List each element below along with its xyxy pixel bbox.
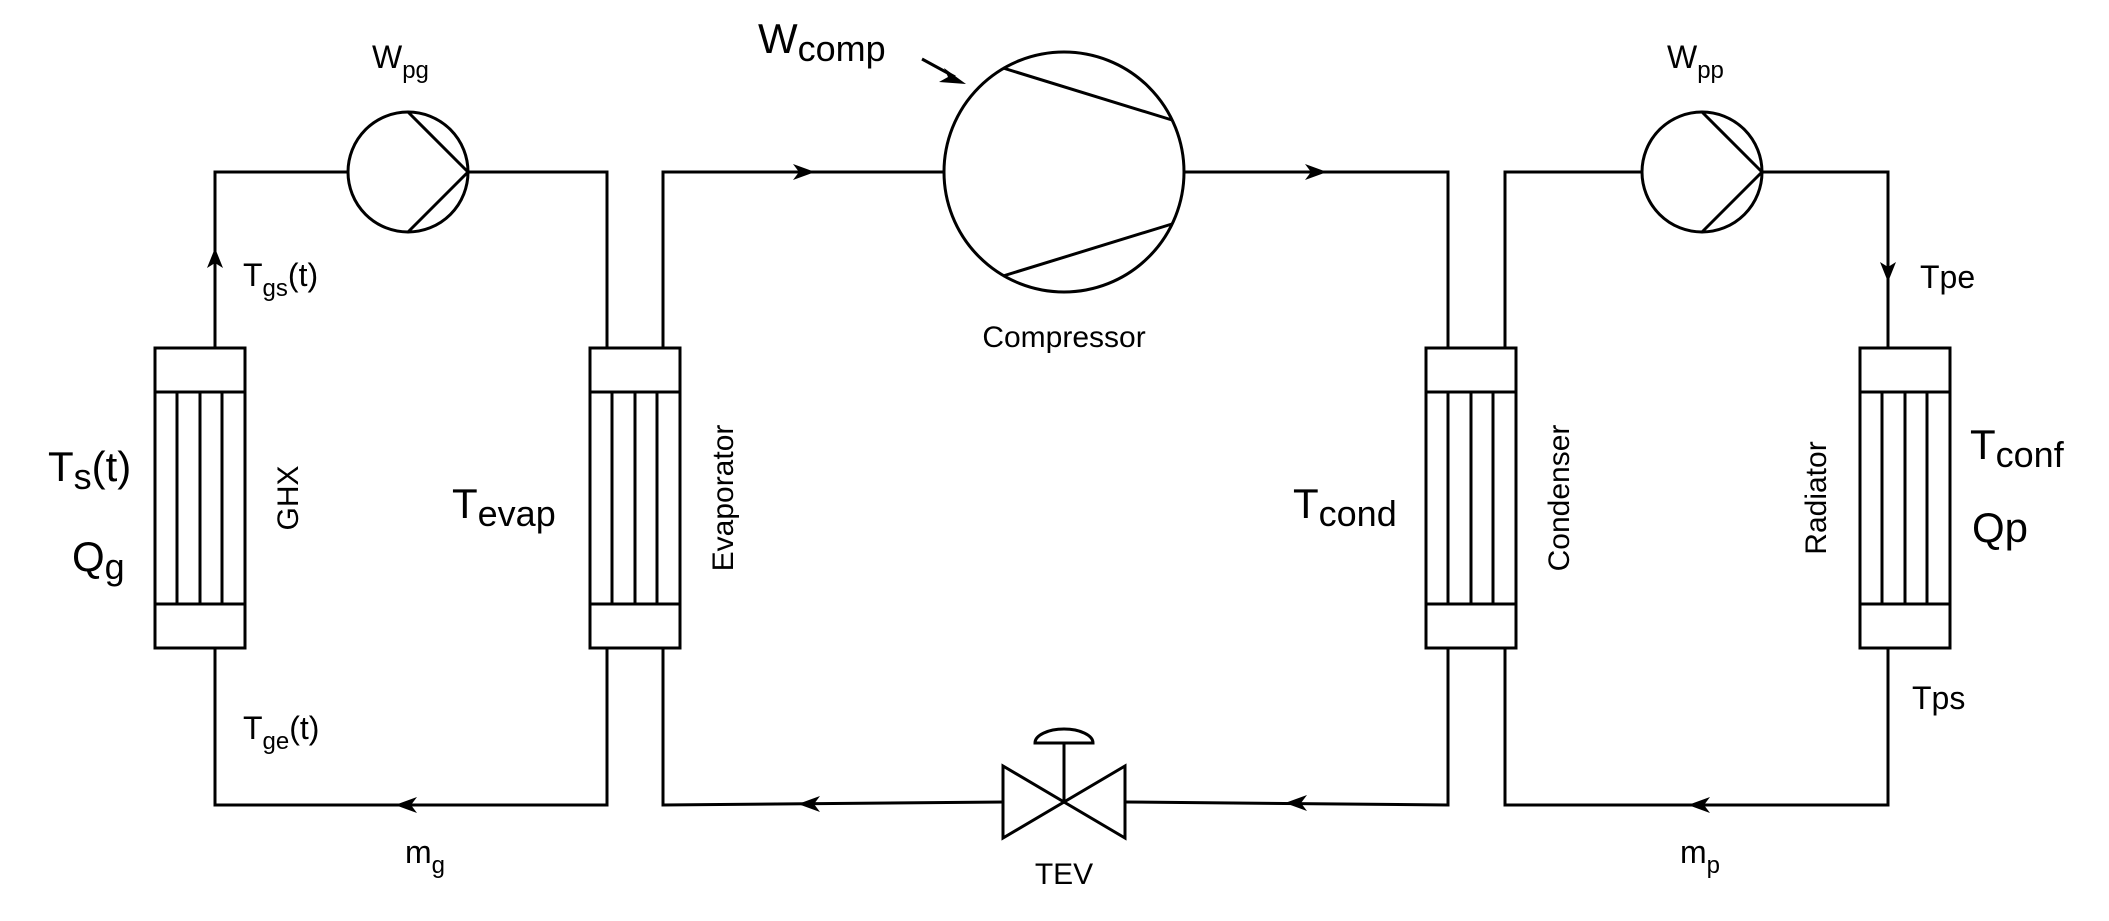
condenser-temp-symbol: Tcond xyxy=(1293,480,1397,534)
liquid-line-flow-arrow xyxy=(1285,795,1307,811)
heating-pump-work-symbol: Wpp xyxy=(1667,39,1724,84)
ground-loop-pump-outlet-pipe xyxy=(468,170,609,348)
discharge-pipe xyxy=(1183,170,1450,348)
ground-loop xyxy=(207,170,609,813)
compressor xyxy=(942,50,1186,294)
condenser-exchanger xyxy=(1424,346,1518,650)
ground-loop-pump xyxy=(346,110,470,234)
soil-temp-symbol: Ts(t) xyxy=(48,443,131,497)
valve-label: TEV xyxy=(1035,858,1093,891)
heating-mass-flow-symbol: mp xyxy=(1680,834,1720,879)
condenser-label: Condenser xyxy=(1543,425,1576,572)
ground-pump-work-symbol: Wpg xyxy=(372,39,429,84)
radiator-supply-flow-arrow xyxy=(1880,262,1896,282)
compressor-work-symbol: Wcomp xyxy=(758,15,886,69)
evaporator-temp-symbol: Tevap xyxy=(452,480,556,534)
evaporator-exchanger xyxy=(588,346,682,650)
ground-mass-flow-symbol: mg xyxy=(405,834,445,879)
heating-loop-pump-inlet-pipe xyxy=(1503,170,1642,348)
ghx-label: GHX xyxy=(272,465,305,530)
ground-heat-symbol: Qg xyxy=(72,533,125,587)
ground-loop-return-pipe xyxy=(213,648,609,807)
heating-loop xyxy=(1503,170,1896,813)
heating-loop-pump xyxy=(1640,110,1764,234)
evaporator-label: Evaporator xyxy=(707,425,740,572)
radiator-inlet-temp-symbol: Tpe xyxy=(1920,259,1975,295)
ghx-exchanger xyxy=(153,346,247,650)
heating-loop-return-pipe xyxy=(1503,648,1890,807)
ground-return-temp-symbol: Tge(t) xyxy=(243,710,319,755)
expansion-outlet-flow-arrow xyxy=(798,796,820,812)
heating-loop-supply-pipe xyxy=(1762,170,1890,348)
compressor-label: Compressor xyxy=(982,321,1145,354)
suction-pipe xyxy=(661,170,945,348)
discharge-flow-arrow xyxy=(1305,164,1327,180)
expansion-valve xyxy=(1001,727,1127,841)
radiator-label: Radiator xyxy=(1800,441,1833,554)
liquid-line-pipe xyxy=(1124,648,1450,807)
refrigerant-loop xyxy=(661,164,1450,812)
expansion-outlet-pipe xyxy=(661,648,1006,807)
radiator-exchanger xyxy=(1858,346,1952,650)
ground-supply-flow-arrow xyxy=(207,248,223,268)
heating-return-flow-arrow xyxy=(1688,797,1710,813)
radiator-outlet-temp-symbol: Tps xyxy=(1912,680,1965,716)
suction-flow-arrow xyxy=(793,164,815,180)
compressor-work-arrow-head xyxy=(939,68,966,84)
radiator-heat-symbol: Qp xyxy=(1972,504,2028,551)
ground-supply-temp-symbol: Tgs(t) xyxy=(243,257,318,302)
ground-loop-supply-pipe xyxy=(213,170,348,348)
comfort-temp-symbol: Tconf xyxy=(1970,421,2065,475)
ground-return-flow-arrow xyxy=(395,797,417,813)
